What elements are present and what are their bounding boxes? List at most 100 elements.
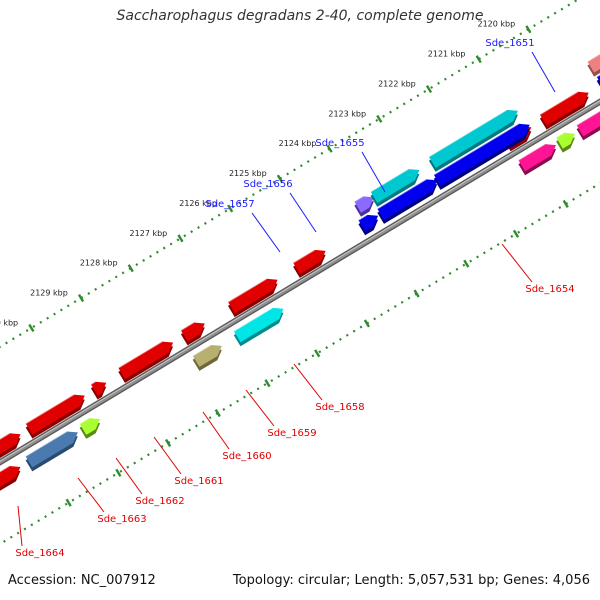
gene-khaki bbox=[192, 344, 222, 371]
gene-label: Sde_1651 bbox=[485, 38, 534, 49]
gene-label: Sde_1660 bbox=[222, 451, 271, 462]
gene-red-gloss bbox=[0, 432, 10, 440]
gene-pink-face bbox=[576, 111, 600, 137]
gene-red-face bbox=[118, 341, 174, 379]
ruler-major-tick bbox=[115, 468, 122, 477]
ruler-kbp-label: 2125 kbp bbox=[229, 169, 267, 178]
gene-red bbox=[539, 91, 589, 130]
gene-green-face bbox=[556, 132, 575, 149]
gene-blue-face bbox=[358, 214, 379, 232]
label-leader bbox=[361, 151, 386, 193]
gene-red bbox=[90, 381, 107, 400]
ruler-major-tick bbox=[264, 379, 271, 388]
label-leader bbox=[77, 477, 105, 513]
gene-green-gloss bbox=[555, 132, 565, 139]
gene-salmon bbox=[587, 53, 600, 77]
gene-purple bbox=[353, 195, 374, 217]
gene-label: Sde_1664 bbox=[15, 548, 64, 559]
ruler-kbp-label: 2130 kbp bbox=[0, 318, 18, 327]
gene-blue-face bbox=[377, 179, 438, 220]
gene-cyan-face bbox=[370, 169, 420, 203]
gene-red bbox=[25, 393, 85, 439]
gene-blue-gloss bbox=[25, 430, 68, 457]
ruler-major-tick bbox=[214, 409, 221, 418]
gene-pink-face bbox=[518, 144, 556, 172]
gene-green-gloss bbox=[79, 417, 90, 425]
gene-red bbox=[292, 249, 326, 278]
gene-red bbox=[117, 340, 174, 383]
gene-red-face bbox=[0, 466, 21, 487]
gene-green-face bbox=[79, 418, 101, 435]
accession-label: Accession: NC_007912 bbox=[8, 573, 156, 588]
ruler-major-tick bbox=[562, 199, 569, 209]
ruler-kbp-label: 2121 kbp bbox=[428, 50, 466, 59]
ruler-major-tick bbox=[425, 84, 433, 94]
gene-red-face bbox=[228, 278, 278, 314]
ruler-major-tick bbox=[177, 234, 184, 243]
ruler-major-tick bbox=[363, 319, 370, 328]
gene-blue-face bbox=[433, 123, 530, 186]
gene-blue bbox=[376, 178, 438, 224]
map-title: Saccharophagus degradans 2-40, complete … bbox=[116, 8, 484, 24]
label-leader bbox=[251, 212, 281, 253]
gene-purple-face bbox=[354, 196, 374, 213]
ruler-major-tick bbox=[28, 323, 35, 333]
gene-purple-gloss bbox=[353, 195, 364, 203]
gene-label: Sde_1654 bbox=[525, 284, 574, 295]
gene-label: Sde_1659 bbox=[267, 428, 316, 439]
label-leader bbox=[293, 363, 323, 401]
backbone-line bbox=[0, 99, 600, 465]
label-leader bbox=[245, 389, 275, 427]
ruler-kbp-label: 2120 kbp bbox=[477, 20, 515, 29]
gene-red-gloss bbox=[90, 381, 96, 385]
gene-label: Sde_1662 bbox=[135, 496, 184, 507]
gene-red-face bbox=[0, 433, 21, 455]
gene-salmon-face bbox=[587, 53, 600, 73]
ruler-kbp-label: 2127 kbp bbox=[130, 229, 168, 238]
ruler-kbp-label: 2126 kbp bbox=[179, 199, 217, 208]
gene-cyan bbox=[428, 109, 518, 172]
gene-red bbox=[0, 432, 21, 459]
genome-stats: Topology: circular; Length: 5,057,531 bp… bbox=[232, 573, 590, 588]
gene-red bbox=[0, 465, 21, 491]
label-leader bbox=[17, 505, 23, 547]
ruler-major-tick bbox=[314, 349, 321, 358]
gene-cyan-gloss bbox=[428, 109, 508, 158]
ruler-kbp-label: 2124 kbp bbox=[279, 139, 317, 148]
ruler-kbp-label: 2129 kbp bbox=[30, 289, 68, 298]
label-leader bbox=[501, 243, 533, 283]
gene-cyan bbox=[370, 168, 420, 207]
gene-cyan bbox=[233, 307, 284, 347]
gene-pink-gloss bbox=[517, 143, 546, 161]
ruler-kbp-label: 2128 kbp bbox=[80, 259, 118, 268]
gene-green bbox=[79, 417, 101, 439]
ruler-major-tick bbox=[413, 289, 420, 298]
gene-red-gloss bbox=[25, 393, 75, 425]
label-leader bbox=[289, 192, 317, 233]
gene-blue-gloss bbox=[358, 214, 368, 221]
gene-salmon-gloss bbox=[587, 53, 600, 63]
gene-green bbox=[555, 132, 575, 153]
gene-pink bbox=[576, 110, 600, 141]
gene-red-gloss bbox=[180, 321, 195, 331]
gene-khaki-face bbox=[192, 345, 222, 367]
gene-blue bbox=[25, 430, 78, 472]
ruler-major-tick bbox=[475, 55, 482, 64]
gene-label: Sde_1656 bbox=[243, 179, 292, 190]
ruler-major-tick bbox=[525, 25, 532, 34]
ruler-kbp-label: 2123 kbp bbox=[328, 109, 366, 118]
gene-label: Sde_1661 bbox=[174, 476, 223, 487]
gene-label: Sde_1658 bbox=[315, 402, 364, 413]
ruler-major-tick bbox=[127, 264, 134, 273]
gene-pink bbox=[517, 143, 556, 176]
gene-red-face bbox=[90, 381, 107, 396]
label-leader bbox=[115, 457, 143, 495]
ruler-major-tick bbox=[77, 294, 85, 303]
gene-blue bbox=[358, 214, 379, 236]
gene-label: Sde_1657 bbox=[205, 199, 254, 210]
ruler-major-tick bbox=[512, 229, 520, 238]
gene-label: Sde_1655 bbox=[315, 138, 364, 149]
ruler-kbp-label: 2122 kbp bbox=[378, 79, 416, 88]
gene-red-gloss bbox=[539, 91, 579, 116]
